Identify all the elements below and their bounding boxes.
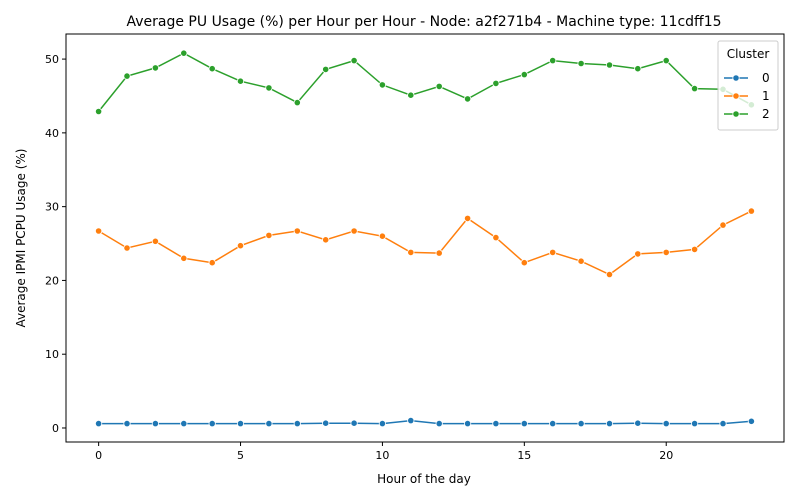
data-point	[151, 64, 159, 72]
data-point	[350, 227, 358, 235]
data-point	[662, 56, 670, 65]
y-tick-label: 40	[45, 127, 59, 140]
data-point	[605, 61, 614, 69]
data-point	[180, 49, 188, 57]
chart-title: Average PU Usage (%) per Hour per Hour -…	[126, 14, 721, 30]
data-point	[492, 419, 500, 428]
y-axis-label: Average IPMI PCPU Usage (%)	[14, 149, 28, 328]
x-tick-label: 10	[375, 449, 389, 462]
data-point	[236, 419, 245, 428]
data-point	[520, 71, 528, 79]
data-point	[208, 259, 216, 267]
data-point	[690, 245, 699, 253]
legend-marker-0	[732, 74, 740, 82]
data-point	[265, 84, 273, 92]
data-point	[350, 419, 358, 427]
data-point	[463, 214, 472, 222]
legend-box	[717, 40, 779, 131]
data-point	[95, 227, 103, 235]
data-point	[463, 419, 472, 428]
legend-title: Cluster	[727, 47, 770, 61]
data-point	[634, 250, 642, 258]
data-point	[662, 248, 670, 256]
data-point	[492, 79, 500, 88]
data-point	[95, 107, 103, 116]
plot-frame	[65, 33, 785, 443]
data-point	[293, 227, 301, 235]
data-point	[378, 81, 386, 89]
data-point	[208, 419, 216, 428]
x-tick-label: 20	[659, 449, 673, 462]
y-tick-label: 30	[45, 201, 59, 214]
data-point	[463, 95, 472, 103]
data-point	[407, 248, 415, 256]
data-point	[293, 99, 301, 107]
data-point	[293, 419, 301, 428]
data-point	[236, 77, 245, 85]
data-point	[236, 242, 245, 250]
data-point	[322, 65, 330, 74]
y-tick-label: 10	[45, 348, 59, 361]
data-point	[378, 419, 386, 428]
y-tick-label: 0	[52, 422, 59, 435]
data-point	[350, 56, 358, 65]
data-point	[123, 72, 131, 80]
legend-marker-2	[732, 110, 740, 118]
x-tick-label: 5	[237, 449, 244, 462]
data-point	[492, 234, 500, 242]
data-point	[662, 419, 670, 428]
series-line-0	[98, 419, 752, 425]
data-point	[605, 419, 614, 428]
data-point	[435, 82, 443, 91]
data-point	[378, 232, 386, 240]
data-point	[123, 419, 131, 428]
data-point	[690, 85, 699, 93]
data-point	[435, 249, 443, 257]
data-point	[180, 419, 188, 428]
series-line-2	[98, 52, 752, 112]
data-point	[634, 65, 642, 73]
legend-label-1: 1	[762, 89, 770, 103]
data-point	[265, 419, 273, 428]
data-point	[208, 65, 216, 73]
data-point	[123, 244, 131, 252]
data-point	[549, 248, 557, 256]
data-point	[549, 56, 557, 65]
legend-label-2: 2	[762, 107, 770, 121]
data-point	[747, 207, 756, 215]
data-point	[549, 419, 557, 428]
y-tick-label: 20	[45, 274, 59, 287]
legend-marker-1	[732, 92, 740, 100]
data-point	[151, 237, 159, 245]
data-point	[95, 419, 103, 428]
data-point	[435, 419, 443, 428]
data-point	[151, 419, 159, 428]
data-point	[690, 419, 699, 428]
data-point	[577, 59, 585, 68]
data-point	[520, 259, 528, 267]
data-point	[747, 417, 756, 425]
series-line-1	[98, 210, 752, 276]
data-point	[322, 236, 330, 244]
data-point	[180, 254, 188, 262]
x-axis-label: Hour of the day	[377, 472, 471, 486]
legend-label-0: 0	[762, 71, 770, 85]
legend: Cluster 0 1 2	[717, 40, 779, 131]
data-point	[407, 416, 415, 425]
data-point	[577, 419, 585, 428]
x-tick-label: 15	[517, 449, 531, 462]
y-tick-label: 50	[45, 53, 59, 66]
data-point	[719, 221, 727, 229]
data-point	[577, 257, 585, 265]
data-point	[719, 419, 727, 428]
data-point	[520, 419, 528, 428]
x-tick-label: 0	[95, 449, 102, 462]
data-point	[634, 419, 642, 427]
data-point	[265, 231, 273, 239]
data-point	[322, 419, 330, 427]
data-point	[407, 91, 415, 99]
data-point	[605, 270, 614, 279]
